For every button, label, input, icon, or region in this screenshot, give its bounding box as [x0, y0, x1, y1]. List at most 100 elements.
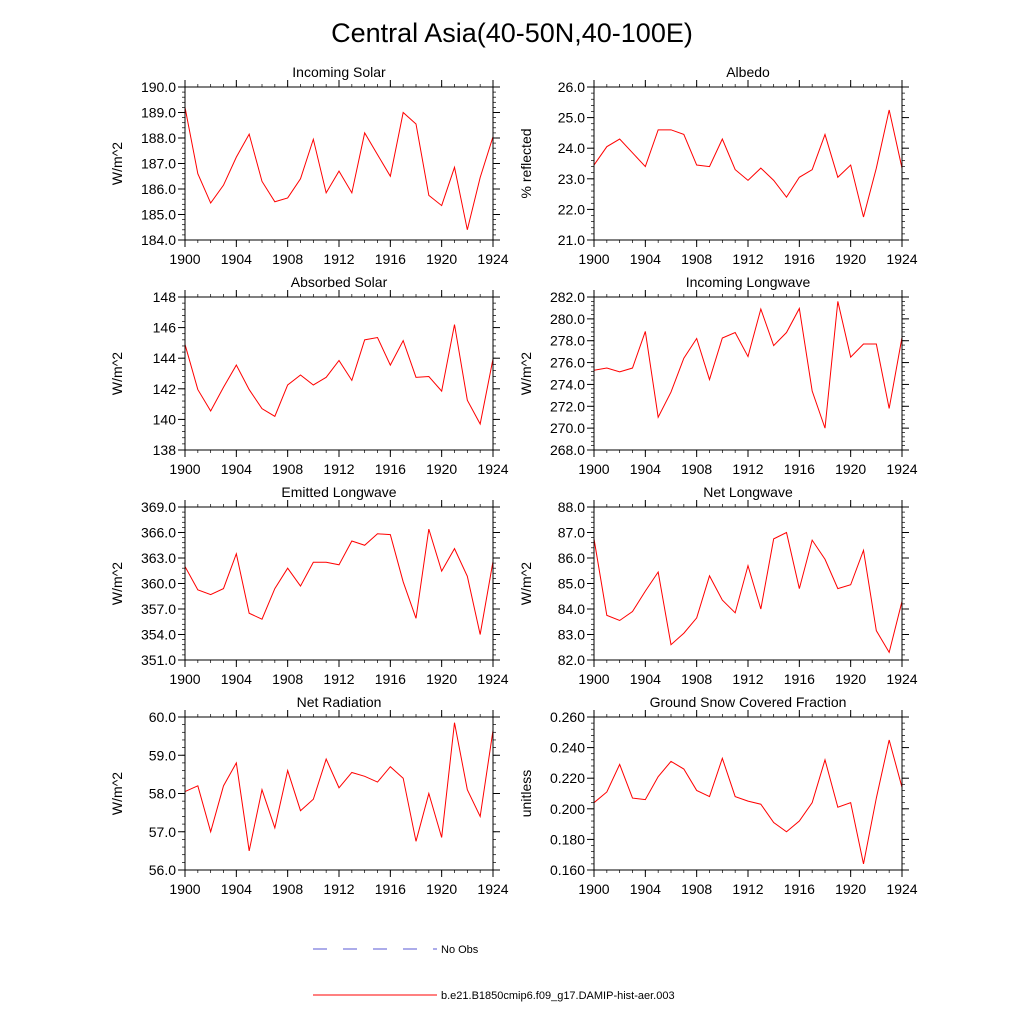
x-tick-label: 1908: [272, 461, 303, 477]
x-tick-label: 1908: [681, 461, 712, 477]
plot-frame-incoming-longwave: [593, 296, 903, 451]
x-tick-label: 1916: [375, 461, 406, 477]
x-tick-label: 1900: [169, 461, 200, 477]
x-tick-label: 1916: [784, 671, 815, 687]
y-tick-label: 0.220: [550, 770, 585, 786]
y-axis-label-incoming-solar: W/m^2: [109, 142, 125, 185]
y-tick-label: 278.0: [550, 333, 585, 349]
x-tick-label: 1908: [681, 671, 712, 687]
series-line-absorbed-solar: [184, 324, 494, 426]
y-tick-label: 87.0: [558, 525, 585, 541]
panel-albedo: Albedo % reflected 21.0 22.0 23.0 24.0 25.0 26.…: [518, 64, 918, 267]
x-tick-label: 1912: [732, 881, 763, 897]
y-tick-label: 274.0: [550, 376, 585, 392]
x-tick-label: 1904: [630, 671, 661, 687]
panel-title-net-radiation: Net Radiation: [297, 694, 382, 710]
y-tick-label: 148: [153, 289, 177, 305]
x-tick-label: 1904: [221, 671, 252, 687]
y-tick-label: 60.0: [149, 709, 176, 725]
x-tick-label: 1912: [732, 461, 763, 477]
y-tick-label: 188.0: [141, 130, 176, 146]
y-axis-label-net-radiation: W/m^2: [109, 772, 125, 815]
x-tick-label: 1900: [578, 461, 609, 477]
x-tick-label: 1916: [375, 881, 406, 897]
panel-emitted-longwave: Emitted Longwave W/m^2 351.0 354.0 357.0 360.…: [109, 484, 509, 687]
y-tick-label: 26.0: [558, 79, 585, 95]
y-tick-label: 144: [153, 350, 177, 366]
y-tick-label: 83.0: [558, 627, 585, 643]
y-tick-label: 21.0: [558, 232, 585, 248]
y-tick-label: 272.0: [550, 398, 585, 414]
panel-title-emitted-longwave: Emitted Longwave: [281, 484, 396, 500]
y-tick-label: 24.0: [558, 140, 585, 156]
y-tick-label: 357.0: [141, 601, 176, 617]
panel-incoming-longwave: Incoming Longwave W/m^2 268.0 270.0 272.0 274…: [518, 274, 918, 477]
panel-absorbed-solar: Absorbed Solar W/m^2 138 140 142 144 146 148 190…: [109, 274, 509, 477]
x-tick-label: 1908: [681, 251, 712, 267]
plot-frame-emitted-longwave: [184, 506, 494, 661]
x-tick-label: 1916: [375, 251, 406, 267]
x-tick-label: 1900: [578, 671, 609, 687]
x-tick-label: 1920: [835, 671, 866, 687]
figure-title: Central Asia(40-50N,40-100E): [331, 18, 693, 48]
x-tick-label: 1908: [272, 671, 303, 687]
x-tick-label: 1924: [886, 461, 917, 477]
x-tick-label: 1900: [578, 881, 609, 897]
y-tick-label: 184.0: [141, 232, 176, 248]
y-tick-label: 187.0: [141, 156, 176, 172]
x-tick-label: 1920: [426, 461, 457, 477]
panel-title-incoming-solar: Incoming Solar: [292, 64, 386, 80]
series-line-albedo: [593, 109, 903, 218]
x-tick-label: 1920: [835, 251, 866, 267]
panel-ground-snow-covered-fraction: Ground Snow Covered Fraction unitless 0.16…: [518, 694, 918, 897]
y-tick-label: 88.0: [558, 499, 585, 515]
x-tick-label: 1912: [732, 251, 763, 267]
x-tick-label: 1904: [630, 251, 661, 267]
plot-frame-incoming-solar: [184, 86, 494, 241]
y-tick-label: 276.0: [550, 355, 585, 371]
x-tick-label: 1924: [477, 881, 508, 897]
x-tick-label: 1916: [375, 671, 406, 687]
y-axis-label-ground-snow-covered-fraction: unitless: [518, 770, 534, 817]
y-tick-label: 366.0: [141, 525, 176, 541]
y-axis-label-net-longwave: W/m^2: [518, 562, 534, 605]
legend: No Obs b.e21.B1850cmip6.f09_g17.DAMIP-hi…: [313, 944, 675, 1002]
y-tick-label: 354.0: [141, 627, 176, 643]
y-axis-label-incoming-longwave: W/m^2: [518, 352, 534, 395]
y-tick-label: 146: [153, 320, 177, 336]
y-tick-label: 0.160: [550, 862, 585, 878]
series-line-net-longwave: [593, 531, 903, 654]
x-tick-label: 1908: [272, 881, 303, 897]
x-tick-label: 1924: [886, 671, 917, 687]
series-line-incoming-longwave: [593, 301, 903, 429]
y-axis-label-absorbed-solar: W/m^2: [109, 352, 125, 395]
plot-frame-ground-snow-covered-fraction: [593, 716, 903, 871]
x-tick-label: 1920: [426, 881, 457, 897]
x-tick-label: 1920: [426, 671, 457, 687]
y-tick-label: 85.0: [558, 576, 585, 592]
y-tick-label: 280.0: [550, 311, 585, 327]
y-tick-label: 86.0: [558, 550, 585, 566]
panel-title-incoming-longwave: Incoming Longwave: [686, 274, 811, 290]
y-tick-label: 142: [153, 381, 177, 397]
x-tick-label: 1920: [835, 461, 866, 477]
x-tick-label: 1912: [323, 671, 354, 687]
y-tick-label: 0.180: [550, 831, 585, 847]
x-tick-label: 1920: [426, 251, 457, 267]
series-line-ground-snow-covered-fraction: [593, 739, 903, 864]
panel-incoming-solar: Incoming Solar W/m^2 184.0 185.0 186.0 187.0 1…: [109, 64, 509, 267]
x-tick-label: 1900: [169, 881, 200, 897]
x-tick-label: 1924: [477, 251, 508, 267]
y-tick-label: 363.0: [141, 550, 176, 566]
panel-title-net-longwave: Net Longwave: [703, 484, 793, 500]
y-tick-label: 268.0: [550, 442, 585, 458]
y-tick-label: 0.260: [550, 709, 585, 725]
x-tick-label: 1924: [477, 671, 508, 687]
legend-obs-label: No Obs: [441, 944, 479, 956]
panels: Incoming Solar W/m^2 184.0 185.0 186.0 187.0 1…: [109, 64, 918, 897]
y-tick-label: 23.0: [558, 171, 585, 187]
y-tick-label: 351.0: [141, 652, 176, 668]
x-tick-label: 1904: [630, 461, 661, 477]
x-tick-label: 1908: [681, 881, 712, 897]
